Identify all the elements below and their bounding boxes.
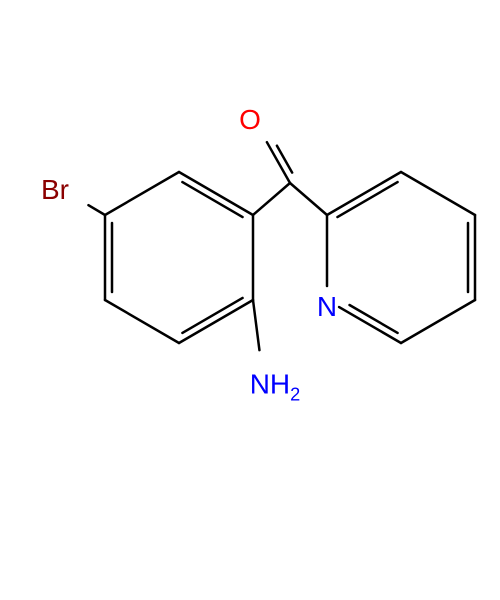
bond-layer [0,0,500,600]
atom-o-text: O [239,104,261,135]
atom-nh2-sub: 2 [290,384,300,404]
atom-br-text: Br [41,174,69,205]
atom-br: Br [41,174,69,206]
atom-o: O [239,104,261,136]
atom-n: N [317,291,337,323]
atom-nh2: NH2 [250,369,301,406]
atom-n-text: N [317,291,337,322]
molecule-canvas: Br O NH2 N [0,0,500,600]
atom-nh2-text: NH [250,369,290,400]
